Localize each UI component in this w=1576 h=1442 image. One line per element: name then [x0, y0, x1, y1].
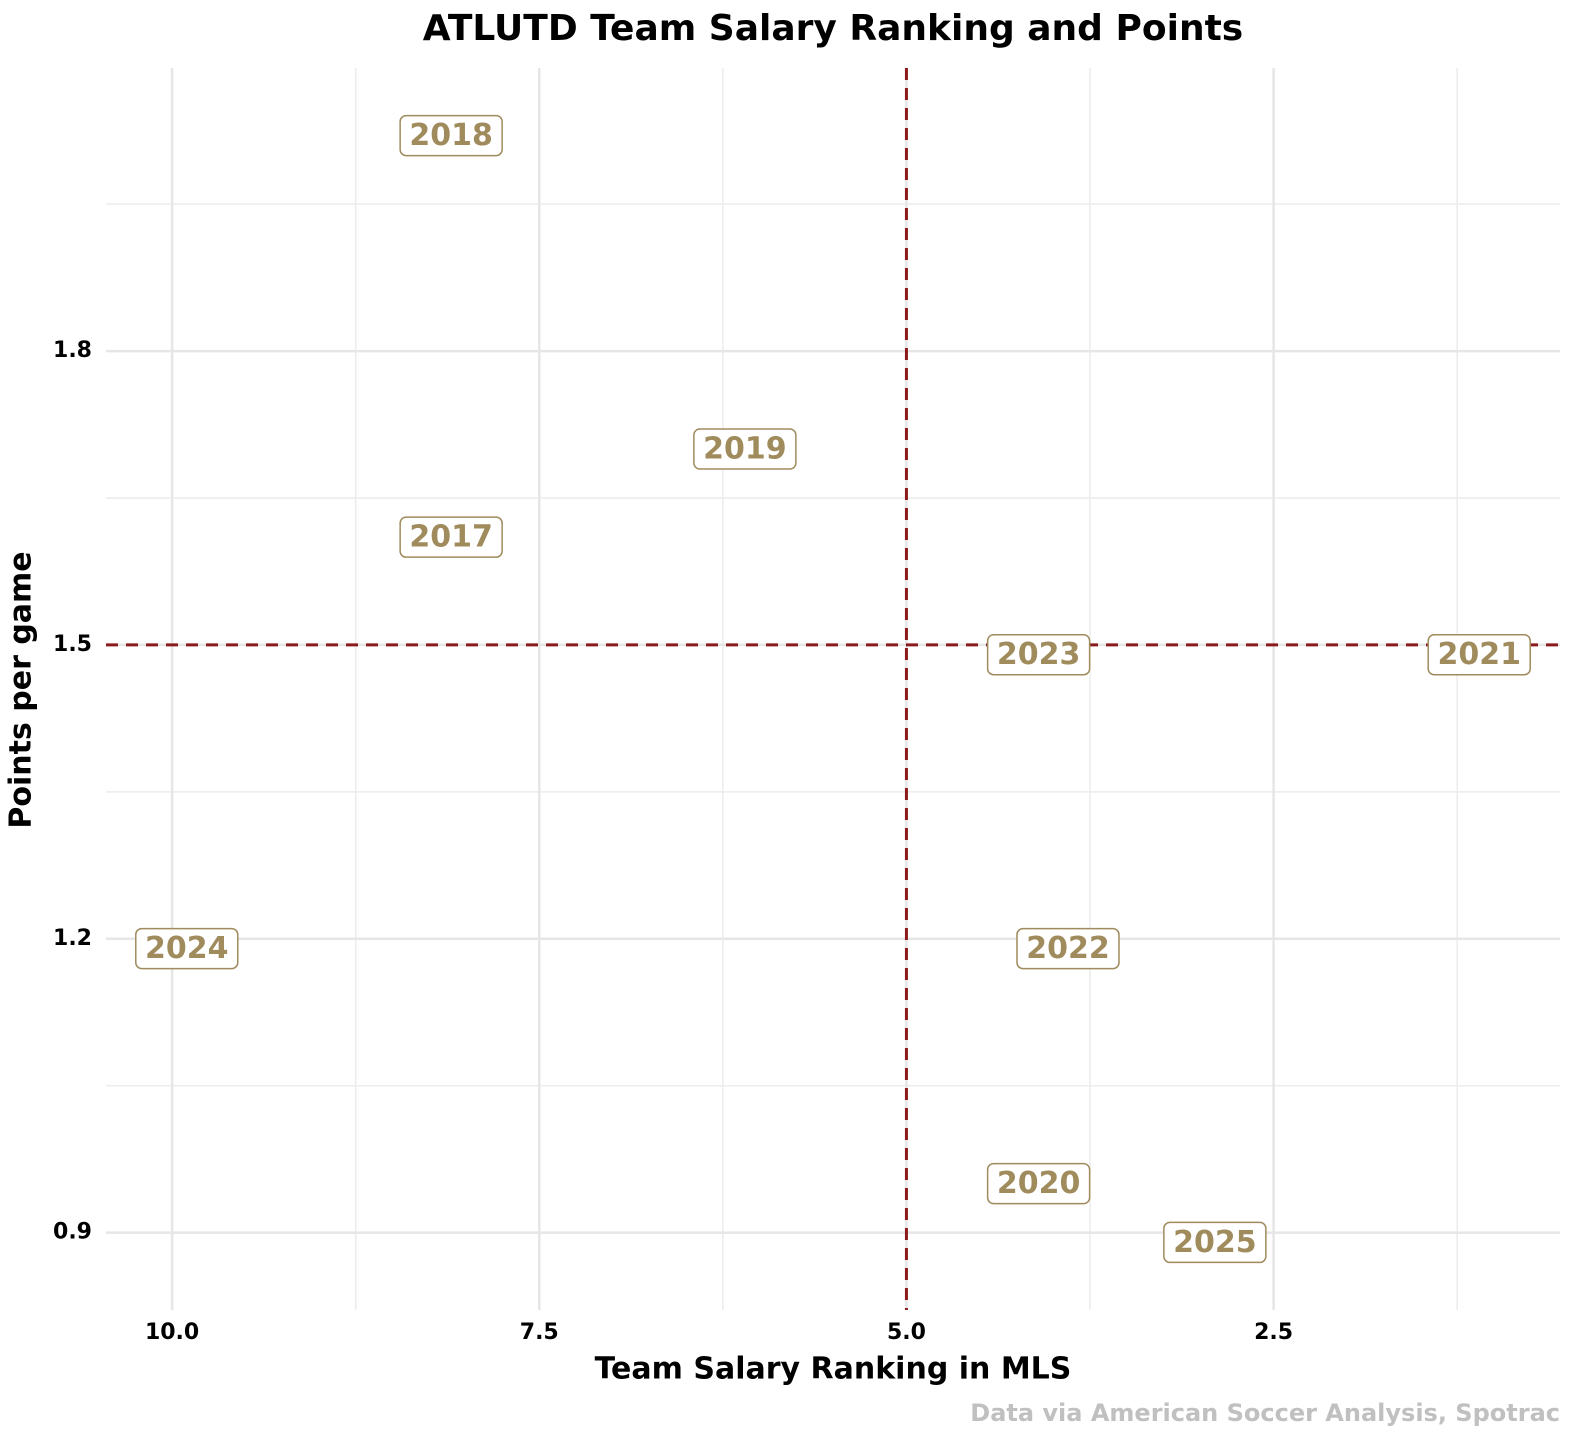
y-tick-label: 1.8: [53, 338, 92, 363]
point-label-box: [986, 1162, 1091, 1205]
y-tick-label: 1.5: [53, 632, 92, 657]
point-label: 2019: [703, 432, 787, 467]
caption: Data via American Soccer Analysis, Spotr…: [970, 1399, 1560, 1427]
y-tick-label: 0.9: [53, 1220, 92, 1245]
point-label-box: [986, 633, 1091, 676]
point-label: 2018: [409, 118, 493, 153]
point-label-box: [399, 114, 503, 157]
y-tick-label: 1.2: [53, 926, 92, 951]
point-label: 2017: [409, 520, 493, 555]
x-tick-label: 10.0: [145, 1320, 199, 1345]
point-label: 2021: [1437, 637, 1521, 672]
point-label-box: [399, 516, 503, 558]
point-label: 2024: [145, 931, 229, 966]
x-tick-label: 2.5: [1254, 1320, 1293, 1345]
point-label: 2020: [997, 1166, 1081, 1201]
x-axis-title: Team Salary Ranking in MLS: [595, 1352, 1072, 1387]
y-axis-title: Points per game: [4, 551, 39, 828]
point-label: 2025: [1173, 1225, 1257, 1260]
point-label-box: [135, 927, 239, 970]
point-label-box: [1163, 1221, 1267, 1264]
x-tick-label: 7.5: [520, 1320, 559, 1345]
point-label-box: [1016, 927, 1120, 970]
x-tick-label: 5.0: [887, 1320, 926, 1345]
point-label-box: [1427, 633, 1531, 676]
point-label-box: [693, 428, 797, 470]
point-label: 2023: [997, 637, 1081, 672]
chart-title: ATLUTD Team Salary Ranking and Points: [423, 8, 1243, 49]
point-label: 2022: [1026, 931, 1110, 966]
